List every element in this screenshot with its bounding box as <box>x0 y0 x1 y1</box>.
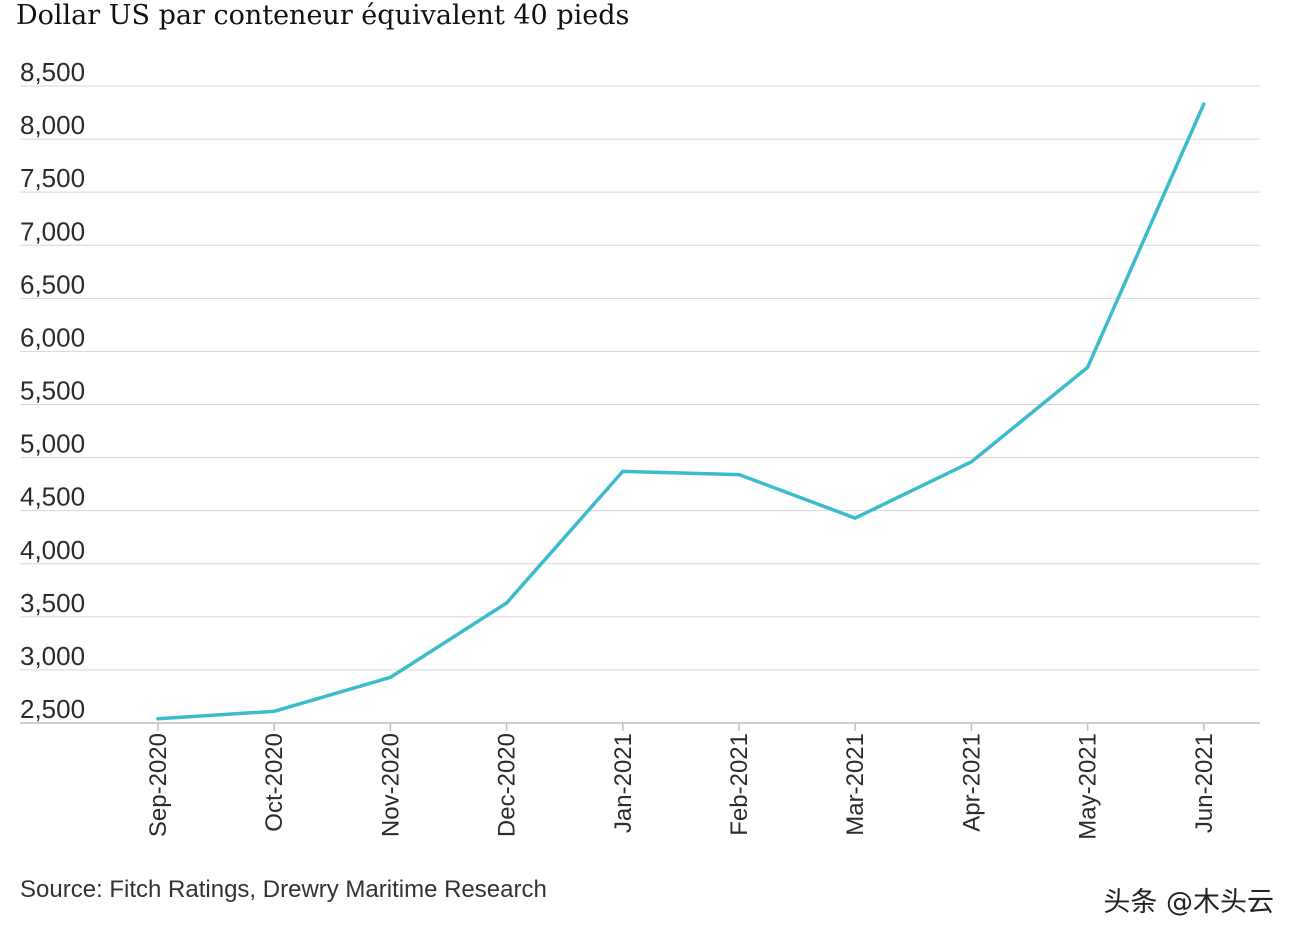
series-line <box>156 102 1206 721</box>
y-tick-label: 7,000 <box>20 216 85 246</box>
x-tick-label: Mar-2021 <box>842 733 869 836</box>
data-point <box>853 516 857 520</box>
x-tick-label: Apr-2021 <box>958 733 985 832</box>
y-tick-label: 6,500 <box>20 269 85 299</box>
data-point <box>505 601 509 605</box>
y-tick-label: 2,500 <box>20 694 85 724</box>
y-tick-label: 6,000 <box>20 322 85 352</box>
line-chart: 2,500 3,000 3,500 4,000 4,500 5,000 5,500 6,000… <box>20 57 1260 840</box>
x-tick-label: Feb-2021 <box>726 733 753 836</box>
y-tick-label: 4,500 <box>20 482 85 512</box>
data-point <box>1086 365 1090 369</box>
data-point <box>272 709 276 713</box>
gridlines <box>20 85 1260 724</box>
x-tick-label: Jan-2021 <box>610 733 637 833</box>
x-tick-label: Oct-2020 <box>261 733 288 832</box>
data-point <box>156 717 160 721</box>
x-tick-label: Nov-2020 <box>377 733 404 837</box>
data-point <box>388 675 392 679</box>
y-tick-label: 3,500 <box>20 588 85 618</box>
y-tick-label: 8,500 <box>20 57 85 87</box>
watermark: 头条 @木头云 <box>1103 887 1274 918</box>
x-tick-label: May-2021 <box>1075 733 1102 840</box>
chart-title: Dollar US par conteneur équivalent 40 pi… <box>16 0 630 31</box>
y-axis-ticks: 2,500 3,000 3,500 4,000 4,500 5,000 5,500 6,000… <box>20 57 85 724</box>
y-tick-label: 3,000 <box>20 641 85 671</box>
series-layer <box>156 102 1206 721</box>
y-tick-label: 4,000 <box>20 535 85 565</box>
source-note: Source: Fitch Ratings, Drewry Maritime R… <box>20 876 547 903</box>
y-tick-label: 7,500 <box>20 163 85 193</box>
x-axis-ticks: Sep-2020 Oct-2020 Nov-2020 Dec-2020 Jan-2021… <box>145 723 1218 840</box>
y-tick-label: 5,000 <box>20 429 85 459</box>
x-tick-label: Jun-2021 <box>1191 733 1218 833</box>
data-point <box>969 460 974 464</box>
y-tick-label: 5,500 <box>20 376 85 406</box>
x-tick-label: Dec-2020 <box>494 733 521 837</box>
data-point <box>737 472 741 477</box>
data-point <box>1202 102 1206 106</box>
data-point <box>621 469 625 473</box>
x-tick-label: Sep-2020 <box>145 733 172 837</box>
y-tick-label: 8,000 <box>20 110 85 140</box>
